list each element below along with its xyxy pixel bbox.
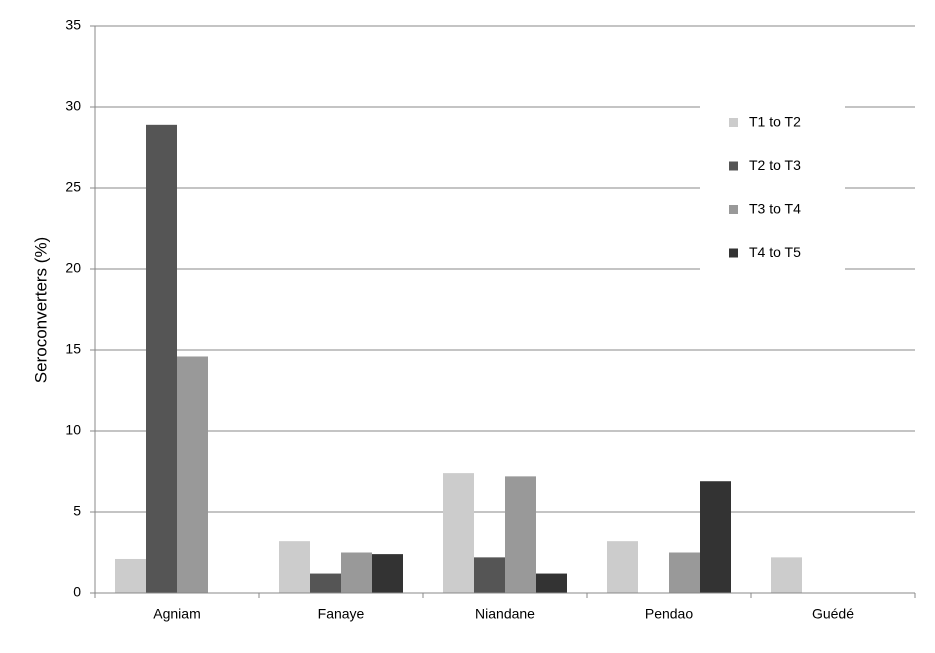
bar <box>607 541 638 593</box>
bar <box>669 552 700 593</box>
bar <box>177 356 208 593</box>
y-tick-label: 20 <box>65 260 81 276</box>
legend-label: T1 to T2 <box>749 114 801 130</box>
bar <box>279 541 310 593</box>
bar <box>310 573 341 593</box>
legend-swatch <box>729 161 738 171</box>
y-tick-label: 30 <box>65 98 81 114</box>
y-tick-label: 35 <box>65 17 81 33</box>
legend-label: T2 to T3 <box>749 157 801 173</box>
x-tick-label: Fanaye <box>318 606 365 622</box>
legend-box <box>700 95 845 270</box>
bar <box>536 573 567 593</box>
legend-label: T3 to T4 <box>749 201 801 217</box>
y-tick-label: 0 <box>73 584 81 600</box>
legend-swatch <box>729 118 738 127</box>
bar <box>443 473 474 593</box>
y-tick-label: 5 <box>73 503 81 519</box>
bar <box>372 554 403 593</box>
bar <box>115 558 146 593</box>
legend-swatch <box>729 205 738 214</box>
y-tick-label: 25 <box>65 179 81 195</box>
x-tick-label: Pendao <box>645 606 693 622</box>
legend-swatch <box>729 248 738 258</box>
bar <box>771 557 802 593</box>
y-tick-label: 15 <box>65 341 81 357</box>
y-axis-label: Seroconverters (%) <box>31 237 50 383</box>
bar <box>505 476 536 593</box>
bar <box>474 557 505 593</box>
bar <box>700 481 731 593</box>
x-tick-label: Guédé <box>812 606 854 622</box>
x-tick-label: Agniam <box>153 606 200 622</box>
y-tick-label: 10 <box>65 422 81 438</box>
bar <box>146 124 177 593</box>
bar <box>341 552 372 593</box>
legend-label: T4 to T5 <box>749 244 801 260</box>
x-tick-label: Niandane <box>475 606 535 622</box>
